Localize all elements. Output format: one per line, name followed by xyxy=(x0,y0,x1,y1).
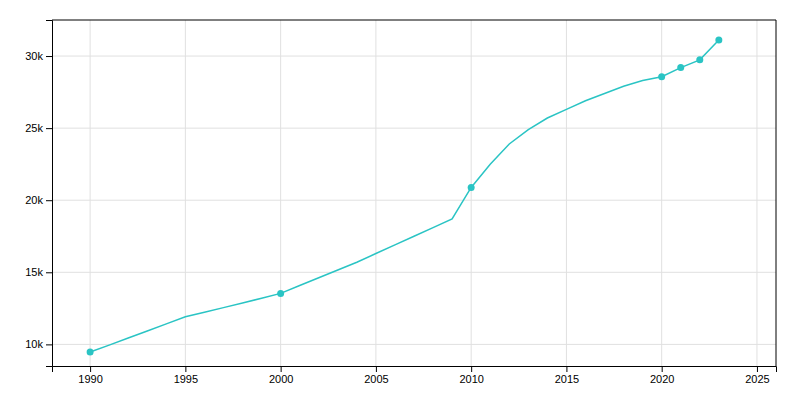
marker xyxy=(87,349,94,356)
x-tick-label: 1995 xyxy=(174,373,198,385)
x-grid-line xyxy=(566,20,567,366)
x-grid-line xyxy=(280,20,281,366)
x-tick-label: 2015 xyxy=(555,373,579,385)
x-tick-mark xyxy=(566,366,567,372)
x-grid-line xyxy=(90,20,91,366)
x-grid-line xyxy=(756,20,757,366)
x-tick-label: 2005 xyxy=(364,373,388,385)
y-tick: 15k xyxy=(25,266,52,278)
y-grid-line xyxy=(52,272,776,273)
x-tick-label: 2025 xyxy=(745,373,769,385)
y-tick-label: 20k xyxy=(25,194,43,206)
line xyxy=(90,40,719,352)
x-tick: 2025 xyxy=(745,366,769,385)
x-tick-label: 1990 xyxy=(78,373,102,385)
y-tick-mark xyxy=(46,344,52,345)
x-tick-mark xyxy=(376,366,377,372)
x-tick-label: 2000 xyxy=(269,373,293,385)
marker xyxy=(468,184,475,191)
y-tick: 25k xyxy=(25,122,52,134)
y-tick-label: 25k xyxy=(25,122,43,134)
y-grid-line xyxy=(52,200,776,201)
x-tick: 1995 xyxy=(174,366,198,385)
x-tick: 2015 xyxy=(555,366,579,385)
x-tick-mark xyxy=(471,366,472,372)
y-grid-line xyxy=(52,344,776,345)
x-tick: 1990 xyxy=(78,366,102,385)
marker xyxy=(677,64,684,71)
x-tick-mark xyxy=(185,366,186,372)
x-axis: 1990 1995 2000 2005 2010 2015 2020 2025 xyxy=(53,366,777,385)
marker xyxy=(277,290,284,297)
y-axis-line xyxy=(46,21,53,367)
y-tick-mark xyxy=(46,56,52,57)
x-tick-mark xyxy=(662,366,663,372)
y-tick: 20k xyxy=(25,194,52,206)
grid xyxy=(52,20,776,366)
x-grid-line xyxy=(471,20,472,366)
frame-top xyxy=(52,20,776,21)
marker xyxy=(696,56,703,63)
x-tick-label: 2020 xyxy=(650,373,674,385)
y-tick-label: 15k xyxy=(25,266,43,278)
x-tick-mark xyxy=(757,366,758,372)
y-axis: 10k 15k 20k 25k 30k xyxy=(25,21,52,367)
y-grid-line xyxy=(52,56,776,57)
y-tick: 10k xyxy=(25,338,52,350)
frame-right xyxy=(776,20,777,366)
y-tick-mark xyxy=(46,128,52,129)
marker xyxy=(658,73,665,80)
y-grid-line xyxy=(52,128,776,129)
y-tick-label: 30k xyxy=(25,50,43,62)
x-grid-line xyxy=(661,20,662,366)
x-tick: 2005 xyxy=(364,366,388,385)
x-axis-line xyxy=(53,367,777,373)
x-grid-line xyxy=(375,20,376,366)
x-tick-label: 2010 xyxy=(459,373,483,385)
y-tick-mark xyxy=(46,272,52,273)
y-tick: 30k xyxy=(25,50,52,62)
x-tick: 2010 xyxy=(459,366,483,385)
marks xyxy=(87,36,723,355)
x-tick: 2020 xyxy=(650,366,674,385)
x-tick: 2000 xyxy=(269,366,293,385)
x-tick-mark xyxy=(90,366,91,372)
chart: 1990 1995 2000 2005 2010 2015 2020 2025 10k 15k 20… xyxy=(0,0,800,400)
y-tick-label: 10k xyxy=(25,338,43,350)
plot: 1990 1995 2000 2005 2010 2015 2020 2025 10k 15k 20… xyxy=(25,20,776,385)
marker xyxy=(715,36,722,43)
markers xyxy=(87,36,723,355)
x-tick-mark xyxy=(281,366,282,372)
x-grid-line xyxy=(185,20,186,366)
y-tick-mark xyxy=(46,200,52,201)
